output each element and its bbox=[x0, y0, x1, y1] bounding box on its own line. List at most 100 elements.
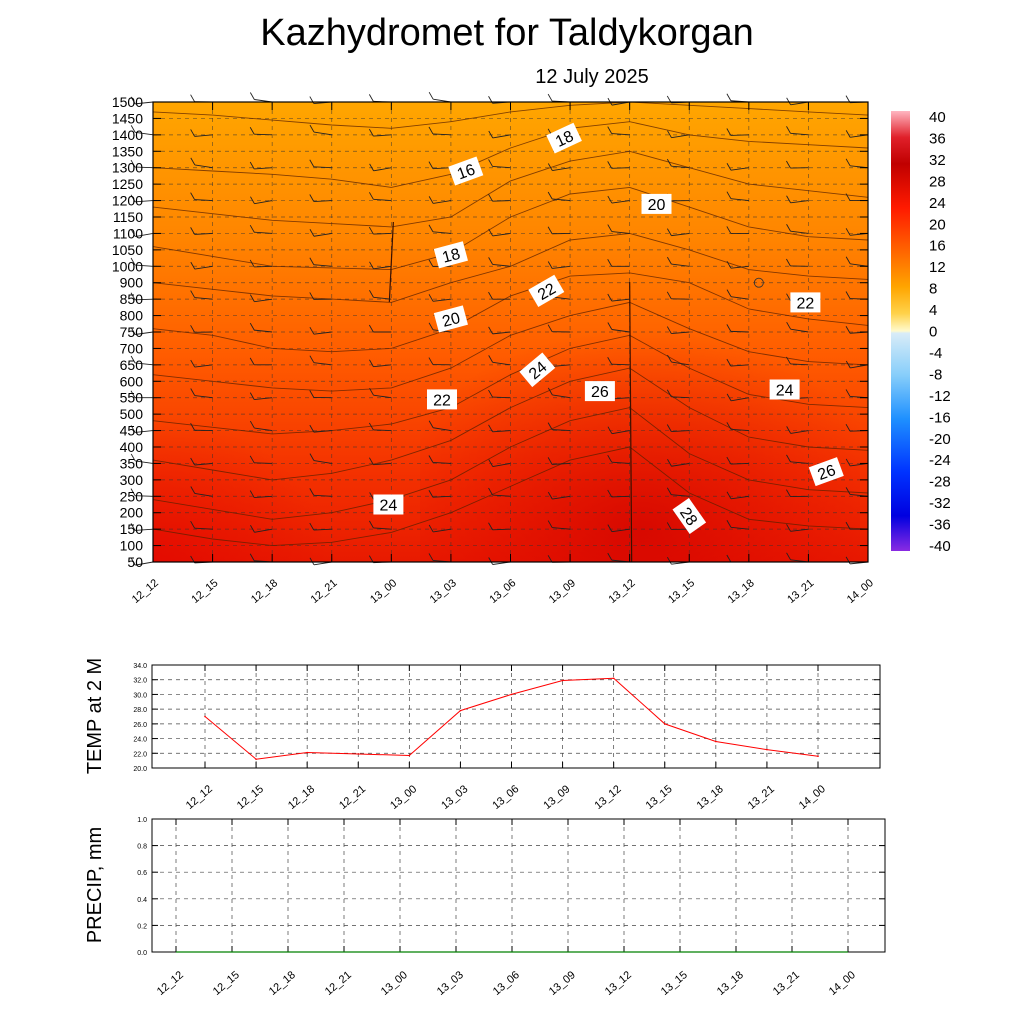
pressure-tick-label: 1150 bbox=[113, 209, 143, 225]
pressure-tick-label: 1100 bbox=[113, 225, 143, 241]
colorbar-tick-label: 24 bbox=[929, 195, 946, 212]
precip-grid bbox=[152, 819, 885, 952]
colorbar-tick-label: 16 bbox=[929, 238, 946, 255]
contour-label-text: 22 bbox=[797, 295, 815, 312]
time-tick-label: 13_06 bbox=[487, 577, 518, 606]
time-tick-label: 13_12 bbox=[606, 577, 637, 606]
colorbar-tick-label: -8 bbox=[929, 366, 942, 383]
temp-point bbox=[766, 749, 768, 751]
wind-barb bbox=[493, 397, 511, 398]
contour-label: 26 bbox=[585, 381, 615, 401]
pressure-tick-label: 100 bbox=[120, 538, 144, 554]
time-tick-label: 12_21 bbox=[309, 577, 340, 606]
temp-xtick-label: 13_21 bbox=[746, 783, 777, 812]
pressure-tick-label: 1350 bbox=[112, 143, 143, 159]
wind-barb bbox=[493, 201, 511, 202]
wind-barb bbox=[373, 233, 391, 234]
temp-point bbox=[562, 680, 564, 682]
wind-barb bbox=[254, 463, 272, 464]
colorbar-tick-label: -4 bbox=[929, 345, 942, 362]
pressure-tick-label: 850 bbox=[120, 291, 144, 307]
wind-barb bbox=[612, 364, 630, 365]
temp-tick-label: 30.0 bbox=[133, 692, 147, 699]
temp-xtick-label: 13_18 bbox=[695, 783, 726, 812]
colorbar-tick-label: -36 bbox=[929, 517, 951, 534]
precip-xtick-label: 12_21 bbox=[323, 969, 354, 998]
colorbar-tick-label: 28 bbox=[929, 173, 946, 190]
contour-label-text: 24 bbox=[380, 498, 398, 515]
pressure-tick-label: 1450 bbox=[112, 110, 143, 126]
pressure-tick-label: 1000 bbox=[112, 258, 143, 274]
precip-tick-label: 0.8 bbox=[137, 844, 147, 851]
precip-xtick-label: 13_15 bbox=[659, 969, 690, 998]
time-tick-label: 12_18 bbox=[249, 577, 280, 606]
precip-tick-label: 0.0 bbox=[137, 950, 147, 957]
time-tick-label: 14_00 bbox=[845, 577, 876, 606]
temp-xtick-label: 12_21 bbox=[337, 783, 368, 812]
colorbar: 4036322824201612840-4-8-12-16-20-24-28-3… bbox=[891, 109, 951, 555]
chart-subtitle: 12 July 2025 bbox=[535, 66, 648, 88]
pressure-tick-label: 200 bbox=[120, 505, 144, 521]
precip-xtick-label: 14_00 bbox=[827, 969, 858, 998]
wind-barb bbox=[731, 135, 749, 136]
temp-tick-label: 24.0 bbox=[133, 737, 147, 744]
precip-tick-label: 0.4 bbox=[137, 897, 147, 904]
temp-xtick-label: 14_00 bbox=[797, 783, 828, 812]
time-tick-label: 13_09 bbox=[547, 577, 578, 606]
temp-xtick-label: 13_09 bbox=[541, 783, 572, 812]
colorbar-tick-label: -12 bbox=[929, 388, 951, 405]
contour-label-text: 20 bbox=[648, 197, 666, 214]
temp-frame bbox=[152, 665, 880, 768]
colorbar-ramp bbox=[891, 111, 910, 551]
time-tick-label: 13_00 bbox=[368, 577, 399, 606]
time-tick-label: 13_21 bbox=[785, 577, 816, 606]
precip-xtick-label: 13_06 bbox=[491, 969, 522, 998]
contour-label: 24 bbox=[373, 495, 403, 515]
pressure-tick-label: 1200 bbox=[112, 193, 143, 209]
contour-label-text: 24 bbox=[776, 383, 794, 400]
wind-barb-feather bbox=[250, 92, 254, 99]
chart-title: Kazhydromet for Taldykorgan bbox=[260, 12, 754, 54]
temperature-panel: TEMP at 2 M 34.032.030.028.026.024.022.0… bbox=[84, 658, 880, 812]
time-tick-label: 13_18 bbox=[726, 577, 757, 606]
pressure-tick-label: 750 bbox=[120, 324, 144, 340]
temp-xtick-label: 13_15 bbox=[644, 783, 675, 812]
pressure-tick-label: 150 bbox=[120, 521, 144, 537]
wind-barb-feather bbox=[727, 94, 731, 101]
colorbar-tick-label: -40 bbox=[929, 538, 951, 555]
pressure-tick-label: 250 bbox=[120, 488, 144, 504]
pressure-tick-label: 450 bbox=[120, 423, 144, 439]
precip-xtick-label: 13_12 bbox=[603, 969, 634, 998]
pressure-tick-label: 600 bbox=[120, 373, 144, 389]
temp-xtick-label: 13_00 bbox=[388, 783, 419, 812]
colorbar-tick-label: -32 bbox=[929, 495, 951, 512]
precip-xtick-label: 12_15 bbox=[211, 969, 242, 998]
wind-barb bbox=[254, 266, 272, 267]
temp-xtick-label: 12_12 bbox=[184, 783, 215, 812]
pressure-tick-label: 50 bbox=[127, 554, 143, 570]
contour-label-text: 26 bbox=[591, 384, 609, 401]
colorbar-tick-label: 0 bbox=[929, 324, 937, 341]
pressure-tick-label: 550 bbox=[120, 390, 144, 406]
colorbar-tick-label: 4 bbox=[929, 302, 937, 319]
wind-barb-feather bbox=[429, 92, 433, 99]
colorbar-tick-label: 36 bbox=[929, 130, 946, 147]
contour-label: 22 bbox=[427, 389, 457, 409]
colorbar-tick-label: 8 bbox=[929, 281, 937, 298]
wind-barb bbox=[612, 496, 630, 497]
colorbar-tick-label: 40 bbox=[929, 109, 946, 126]
pressure-tick-label: 1300 bbox=[112, 160, 143, 176]
pressure-tick-label: 1500 bbox=[112, 94, 143, 110]
colorbar-ticks: 4036322824201612840-4-8-12-16-20-24-28-3… bbox=[929, 109, 951, 555]
precip-xtick-label: 13_09 bbox=[547, 969, 578, 998]
pressure-tick-label: 1250 bbox=[112, 176, 143, 192]
temp-xtick-label: 13_06 bbox=[490, 783, 521, 812]
pressure-tick-label: 300 bbox=[120, 472, 144, 488]
precip-xtick-label: 12_18 bbox=[267, 969, 298, 998]
colorbar-tick-label: 32 bbox=[929, 152, 946, 169]
pressure-tick-label: 650 bbox=[120, 357, 144, 373]
wind-barb bbox=[731, 331, 749, 332]
